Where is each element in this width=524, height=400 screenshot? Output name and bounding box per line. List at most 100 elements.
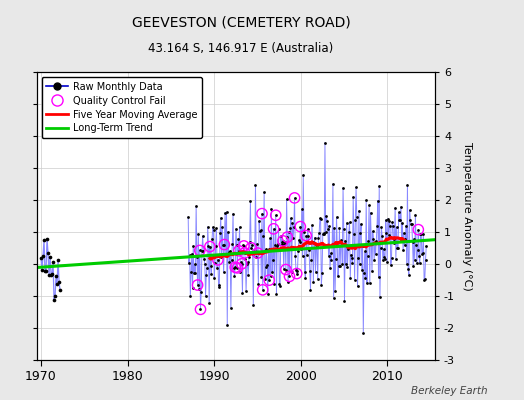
Point: [47, 271, 55, 278]
Point: [277, 239, 286, 246]
Point: [368, 268, 376, 274]
Point: [224, 248, 233, 255]
Point: [401, 236, 409, 242]
Point: [198, 248, 206, 254]
Point: [336, 263, 344, 269]
Point: [410, 236, 418, 242]
Point: [186, 292, 194, 299]
Point: [358, 243, 367, 250]
Point: [283, 234, 291, 240]
Point: [319, 230, 327, 237]
Point: [328, 242, 336, 248]
Point: [341, 238, 350, 244]
Point: [386, 222, 394, 229]
Point: [343, 220, 351, 226]
Point: [196, 306, 205, 312]
Point: [203, 265, 211, 271]
Point: [290, 224, 298, 230]
Point: [384, 215, 392, 222]
Point: [278, 240, 287, 247]
Point: [285, 229, 293, 235]
Point: [228, 241, 236, 247]
Point: [267, 273, 275, 279]
Point: [309, 239, 317, 246]
Point: [56, 287, 64, 294]
Point: [261, 264, 270, 270]
Point: [282, 196, 291, 202]
Point: [185, 252, 194, 258]
Point: [38, 266, 46, 273]
Point: [407, 221, 415, 228]
Point: [248, 251, 257, 258]
Point: [222, 208, 231, 215]
Point: [194, 231, 202, 237]
Point: [329, 181, 337, 187]
Point: [381, 256, 389, 262]
Point: [348, 260, 357, 266]
Point: [254, 281, 263, 287]
Point: [264, 246, 272, 253]
Point: [346, 275, 354, 282]
Point: [350, 231, 358, 238]
Point: [218, 224, 226, 230]
Point: [261, 275, 269, 282]
Point: [257, 273, 266, 280]
Point: [413, 246, 422, 253]
Point: [415, 253, 423, 259]
Point: [184, 214, 192, 220]
Point: [243, 259, 252, 265]
Point: [275, 226, 283, 232]
Point: [353, 283, 362, 290]
Point: [333, 242, 342, 248]
Point: [376, 294, 384, 300]
Point: [387, 262, 395, 268]
Point: [418, 251, 426, 258]
Point: [203, 224, 212, 230]
Point: [303, 252, 311, 258]
Point: [307, 286, 315, 293]
Point: [39, 252, 47, 259]
Point: [55, 278, 63, 285]
Point: [344, 246, 352, 252]
Point: [258, 210, 266, 217]
Point: [326, 250, 335, 257]
Point: [197, 289, 205, 295]
Point: [40, 237, 48, 243]
Point: [202, 272, 211, 278]
Point: [254, 250, 262, 256]
Point: [44, 250, 52, 256]
Point: [284, 279, 292, 286]
Point: [353, 214, 361, 220]
Point: [247, 244, 255, 251]
Point: [274, 240, 282, 247]
Point: [244, 271, 253, 278]
Point: [220, 269, 228, 275]
Point: [368, 228, 377, 235]
Point: [381, 217, 390, 223]
Point: [233, 265, 242, 271]
Point: [46, 254, 54, 260]
Point: [219, 242, 227, 248]
Point: [54, 257, 62, 264]
Point: [420, 277, 428, 283]
Point: [230, 265, 238, 271]
Point: [222, 252, 230, 258]
Point: [254, 250, 262, 256]
Point: [416, 231, 424, 237]
Point: [223, 322, 232, 329]
Point: [252, 254, 260, 261]
Point: [334, 263, 343, 269]
Point: [227, 257, 236, 263]
Point: [195, 286, 203, 292]
Point: [318, 270, 326, 276]
Point: [380, 254, 388, 260]
Point: [330, 294, 338, 301]
Point: [402, 222, 410, 229]
Point: [340, 298, 348, 304]
Point: [50, 296, 58, 303]
Point: [324, 252, 333, 259]
Point: [270, 281, 278, 288]
Point: [247, 244, 255, 251]
Point: [342, 261, 350, 267]
Point: [288, 220, 297, 227]
